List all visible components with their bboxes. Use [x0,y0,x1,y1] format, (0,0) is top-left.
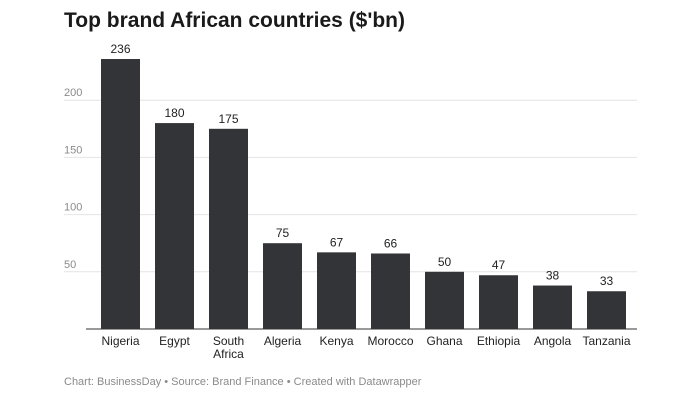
bar-value-label: 33 [600,274,614,288]
x-tick-label: Kenya [319,334,353,348]
y-tick-label: 50 [64,259,76,271]
chart-footer: Chart: BusinessDay • Source: Brand Finan… [64,376,422,388]
bar [425,271,464,329]
bar [479,275,518,329]
bar-value-label: 50 [438,255,452,269]
bar [209,128,248,329]
x-tick-label: Ghana [426,334,462,348]
y-tick-label: 200 [64,87,82,99]
bar-value-label: 236 [110,42,130,56]
bar-value-label: 47 [492,258,506,272]
x-tick-label: Nigeria [101,334,139,348]
x-tick-label: Egypt [159,334,190,348]
bar [155,123,194,329]
bars [101,59,626,330]
x-tick-label: Africa [213,347,244,361]
y-axis-ticks: 50 100 150 200 [64,87,82,271]
x-tick-label: Angola [534,334,572,348]
value-labels: 236 180 175 75 67 66 50 47 38 33 [110,42,613,288]
bar [533,285,572,329]
x-tick-label: Tanzania [582,334,630,348]
x-tick-label: Ethiopia [477,334,521,348]
bar [101,59,140,330]
x-tick-label: South [213,334,244,348]
bar [371,253,410,329]
bar-value-label: 38 [546,269,560,283]
y-tick-label: 150 [64,144,82,156]
bar [263,243,302,329]
x-tick-label: Algeria [264,334,302,348]
bar [317,252,356,329]
bar-value-label: 75 [276,226,290,240]
bar-value-label: 66 [384,236,398,250]
chart-title: Top brand African countries ($'bn) [64,9,406,32]
bar-value-label: 67 [330,235,344,249]
bar [587,291,626,329]
x-tick-label: Morocco [367,334,413,348]
bar-value-label: 175 [218,112,238,126]
y-tick-label: 100 [64,202,82,214]
bar-value-label: 180 [164,106,184,120]
gridlines [64,99,637,273]
